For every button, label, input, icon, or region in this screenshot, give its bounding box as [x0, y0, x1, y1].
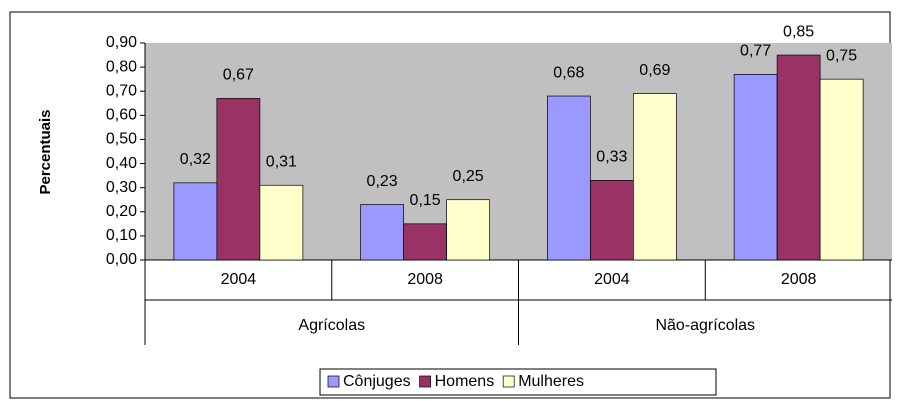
- data-label: 0,69: [639, 62, 670, 79]
- legend-swatch: [502, 375, 515, 388]
- bar: [776, 54, 821, 261]
- data-label: 0,23: [367, 173, 398, 190]
- data-label: 0,15: [410, 192, 441, 209]
- y-tick-label: 0,10: [106, 227, 137, 244]
- x-tick-label: 2004: [594, 271, 630, 288]
- bar: [446, 199, 490, 261]
- legend-label: Mulheres: [518, 373, 584, 390]
- bar: [216, 98, 261, 261]
- bar: [360, 204, 404, 261]
- y-tick-label: 0,60: [106, 107, 137, 124]
- bar: [590, 180, 634, 261]
- bar: [633, 93, 677, 261]
- data-label: 0,77: [740, 43, 771, 60]
- x-tick-label: 2008: [407, 271, 443, 288]
- data-label: 0,75: [826, 47, 857, 64]
- y-tick-label: 0,20: [106, 203, 137, 220]
- data-label: 0,33: [596, 149, 627, 166]
- bar: [733, 73, 778, 261]
- data-label: 0,25: [453, 168, 484, 185]
- y-tick-label: 0,30: [106, 179, 137, 196]
- y-axis-label: Percentuais: [37, 109, 54, 194]
- y-tick-label: 0,90: [106, 34, 137, 51]
- y-tick-label: 0,80: [106, 58, 137, 75]
- data-label: 0,85: [783, 23, 814, 40]
- y-tick-label: 0,40: [106, 155, 137, 172]
- legend-swatch: [327, 375, 340, 388]
- y-tick-label: 0,50: [106, 131, 137, 148]
- data-label: 0,68: [553, 64, 584, 81]
- legend-label: Cônjuges: [343, 373, 411, 390]
- bar: [403, 223, 447, 261]
- bar: [547, 95, 591, 261]
- x-tick-label: 2008: [781, 271, 817, 288]
- y-tick-label: 0,00: [106, 251, 137, 268]
- group-label: Não-agrícolas: [655, 317, 755, 334]
- x-tick-label: 2004: [221, 271, 257, 288]
- data-label: 0,32: [180, 151, 211, 168]
- data-label: 0,67: [223, 67, 254, 84]
- bar: [259, 184, 304, 261]
- y-tick-label: 0,70: [106, 82, 137, 99]
- legend-swatch: [419, 375, 431, 388]
- legend-box: [319, 368, 717, 396]
- bar: [173, 182, 218, 261]
- bar: [819, 78, 864, 261]
- data-label: 0,31: [266, 153, 297, 170]
- group-label: Agrícolas: [298, 317, 365, 334]
- legend-label: Homens: [435, 373, 495, 390]
